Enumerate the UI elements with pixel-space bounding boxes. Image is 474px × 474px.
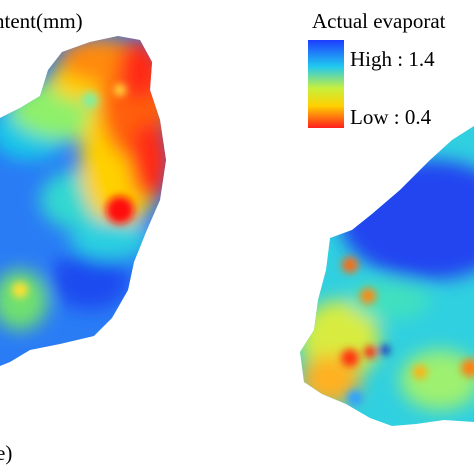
right-map: [300, 126, 474, 426]
left-map: [0, 36, 166, 366]
panel-label: e): [0, 441, 12, 465]
legend-gradient: [308, 40, 344, 128]
left-title: ntent(mm): [0, 9, 83, 33]
right-title: Actual evaporat: [312, 9, 446, 33]
legend-high: High : 1.4: [350, 47, 435, 71]
legend-low: Low : 0.4: [350, 105, 432, 129]
